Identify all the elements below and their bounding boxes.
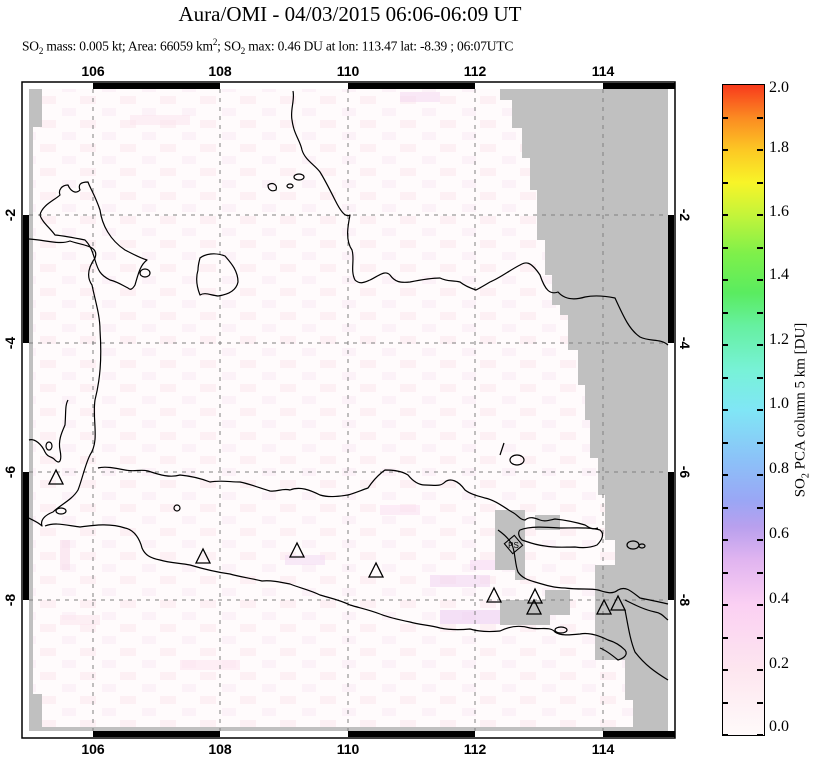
colorbar-title-sub: 2 — [800, 473, 812, 479]
lon-tick-top: 108 — [208, 63, 232, 79]
lon-tick-bottom: 112 — [463, 741, 487, 757]
frame-top-bands — [93, 83, 675, 89]
colorbar-tick-label: 2.0 — [769, 79, 789, 96]
so2-map: PS — [21, 81, 676, 739]
coastline-bali — [624, 599, 669, 621]
frame-bottom-bands — [93, 731, 675, 737]
colorbar-title: SO2 PCA column 5 km [DU] — [793, 323, 812, 498]
point-source-marker: PS — [503, 534, 524, 555]
graticule — [29, 89, 668, 731]
lon-tick-top: 114 — [591, 63, 615, 79]
volcano-icon — [595, 598, 613, 615]
subtitle-mass-area: mass: 0.005 kt; Area: 66059 km — [43, 38, 213, 54]
colorbar-tick-label: 1.8 — [769, 139, 789, 156]
subtitle-so2: SO — [22, 38, 39, 54]
colorbar-tick-label: 1.0 — [769, 395, 789, 412]
volcano-icon — [525, 598, 543, 615]
lon-tick-bottom: 106 — [81, 741, 105, 757]
coastlines — [28, 90, 669, 681]
map-subtitle: SO2 mass: 0.005 kt; Area: 66059 km2; SO2… — [22, 37, 513, 56]
coastline-java-north — [97, 466, 599, 530]
volcano-icon — [194, 547, 212, 564]
coastline-madura — [518, 526, 604, 549]
lon-tick-bottom: 108 — [208, 741, 232, 757]
colorbar-tick-label: 0.0 — [769, 718, 789, 735]
lon-tick-bottom: 114 — [591, 741, 615, 757]
volcano-markers — [47, 468, 627, 615]
colorbar-tick-label: 1.2 — [769, 331, 789, 348]
colorbar-title-rest: PCA column 5 km [DU] — [792, 322, 809, 474]
colorbar-tick-label: 0.6 — [769, 525, 789, 542]
lon-tick-bottom: 110 — [336, 741, 360, 757]
volcano-icon — [288, 541, 306, 558]
volcano-icon — [47, 468, 65, 485]
frame-left-bands — [23, 215, 29, 600]
colorbar-tick-label: 0.8 — [769, 460, 789, 477]
lon-tick-top: 106 — [81, 63, 105, 79]
colorbar-tick-label: 1.6 — [769, 203, 789, 220]
subtitle-sup: 2 — [212, 37, 218, 47]
lon-tick-top: 110 — [336, 63, 360, 79]
colorbar-tick-label: 0.2 — [769, 655, 789, 672]
colorbar-tick-label: 1.4 — [769, 266, 789, 283]
coastline-borneo — [290, 90, 669, 346]
coastline-bangka — [39, 181, 148, 290]
point-source-label: PS — [508, 541, 519, 550]
frame-right-bands — [668, 215, 674, 600]
coastline-belitung — [196, 253, 239, 297]
subtitle-sub: 2 — [38, 46, 44, 57]
colorbar-title-so: SO — [792, 478, 809, 498]
colorbar-tick-label: 0.4 — [769, 590, 789, 607]
subtitle-so2-b: ; SO — [217, 38, 241, 54]
volcano-icon — [485, 586, 503, 603]
lon-tick-top: 112 — [463, 63, 487, 79]
map-title: Aura/OMI - 04/03/2015 06:06-06:09 UT — [178, 2, 522, 26]
subtitle-max: max: 0.46 DU at lon: 113.47 lat: -8.39 ;… — [245, 38, 514, 54]
volcano-icon — [609, 594, 627, 611]
coastline-java-south — [44, 523, 627, 661]
coastline-sumatra — [28, 238, 102, 527]
subtitle-sub-b: 2 — [240, 46, 246, 57]
volcano-icon — [367, 561, 385, 578]
